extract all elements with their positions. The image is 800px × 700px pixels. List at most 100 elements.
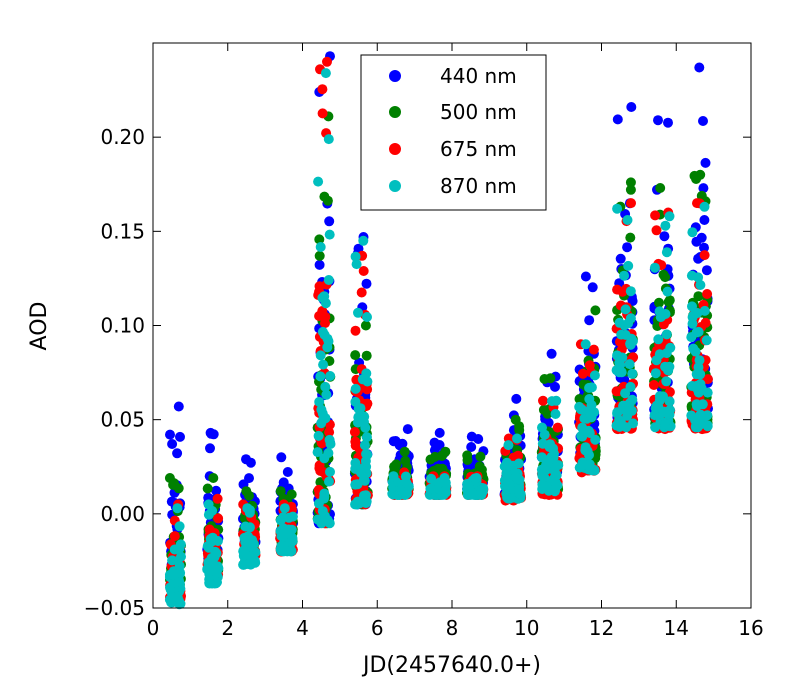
data-point <box>692 308 703 318</box>
data-point <box>616 329 627 340</box>
data-point <box>202 483 213 494</box>
data-point <box>616 367 627 378</box>
data-point <box>325 371 336 381</box>
data-point <box>318 359 329 370</box>
data-point <box>351 259 362 270</box>
data-point <box>240 521 251 532</box>
data-point <box>173 483 184 494</box>
data-point <box>538 404 549 415</box>
data-point <box>361 278 372 289</box>
data-point <box>325 466 335 477</box>
data-point <box>243 534 254 545</box>
data-point <box>627 336 638 347</box>
data-point <box>471 473 482 483</box>
data-point <box>654 297 664 308</box>
data-point <box>350 458 361 468</box>
y-tick-label: 0.05 <box>100 408 145 432</box>
data-point <box>356 467 366 478</box>
data-point <box>399 446 410 457</box>
data-point <box>425 454 436 465</box>
data-point <box>621 405 631 416</box>
data-point <box>511 393 522 404</box>
data-point <box>322 342 333 353</box>
data-point <box>584 394 595 404</box>
data-point <box>537 422 547 433</box>
data-point <box>687 301 697 312</box>
data-point <box>275 486 286 497</box>
data-point <box>628 418 638 429</box>
x-tick-label: 16 <box>738 616 763 640</box>
data-point <box>205 443 215 454</box>
data-point <box>315 242 326 252</box>
data-point <box>350 350 361 361</box>
data-point <box>693 291 704 302</box>
data-point <box>665 405 675 415</box>
data-point <box>698 116 708 126</box>
data-point <box>663 117 673 128</box>
data-point <box>313 176 324 187</box>
data-point <box>588 344 599 355</box>
data-point <box>691 327 702 338</box>
data-point <box>241 454 251 465</box>
data-point <box>324 434 335 445</box>
x-tick-label: 4 <box>296 616 309 640</box>
data-point <box>320 311 331 322</box>
data-point <box>619 270 630 281</box>
data-point <box>172 503 183 514</box>
data-point <box>692 198 702 209</box>
data-point <box>502 492 513 503</box>
data-point <box>425 483 436 494</box>
data-point <box>658 269 669 280</box>
data-point <box>208 473 219 483</box>
data-point <box>207 532 218 543</box>
data-point <box>312 447 323 458</box>
data-point <box>660 220 671 231</box>
data-point <box>651 400 662 411</box>
y-tick-label: 0.15 <box>100 219 145 243</box>
data-point <box>574 394 585 404</box>
data-point <box>584 450 594 460</box>
data-point <box>650 368 661 379</box>
data-point <box>612 407 623 418</box>
data-point <box>324 427 335 438</box>
data-point <box>174 521 185 532</box>
data-point <box>702 289 713 299</box>
data-point <box>362 312 372 322</box>
data-point <box>590 305 601 316</box>
data-point <box>317 84 328 95</box>
data-point <box>658 309 668 320</box>
data-point <box>475 451 486 462</box>
data-point <box>512 433 522 444</box>
data-point <box>649 262 660 273</box>
data-point <box>615 253 626 264</box>
data-point <box>350 383 361 394</box>
data-point <box>661 376 672 387</box>
data-point <box>615 416 626 427</box>
data-point <box>359 440 370 451</box>
data-point <box>699 242 709 253</box>
data-point <box>358 266 369 276</box>
legend-label-675nm: 675 nm <box>440 137 517 161</box>
data-point <box>319 329 330 340</box>
data-point <box>625 184 636 195</box>
data-point <box>275 515 286 526</box>
data-point <box>242 503 253 514</box>
data-point <box>661 329 672 340</box>
data-point <box>212 493 223 504</box>
data-point <box>279 503 290 514</box>
data-point <box>241 486 252 497</box>
data-point <box>503 440 514 451</box>
data-point <box>650 210 661 221</box>
data-point <box>324 216 335 227</box>
data-point <box>175 567 186 578</box>
data-point <box>362 376 373 387</box>
data-point <box>663 296 674 307</box>
data-point <box>466 431 477 442</box>
data-point <box>164 569 175 580</box>
data-point <box>699 250 710 261</box>
data-point <box>655 183 666 193</box>
data-point <box>350 440 361 451</box>
data-point <box>660 419 670 430</box>
data-point <box>686 270 697 281</box>
data-point <box>323 275 334 285</box>
